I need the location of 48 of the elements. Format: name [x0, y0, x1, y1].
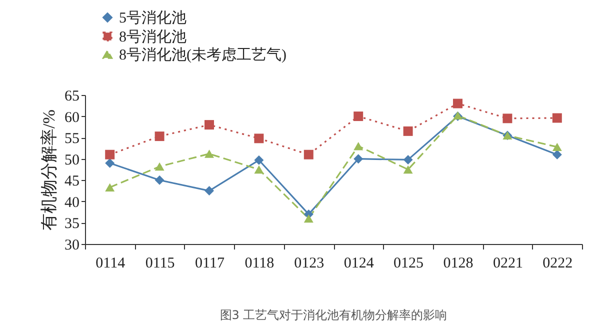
y-axis-title: 有机物分解率/% — [40, 110, 58, 230]
y-tick-label: 30 — [64, 238, 80, 254]
point — [403, 165, 413, 174]
point — [354, 142, 364, 150]
point — [254, 165, 264, 174]
point — [105, 158, 115, 168]
y-tick-label: 65 — [64, 88, 80, 104]
x-tick-label: 0115 — [145, 256, 175, 272]
x-tick-label: 0117 — [195, 256, 225, 272]
x-tick-label: 0128 — [443, 256, 474, 272]
x-tick-label: 0114 — [96, 256, 126, 272]
y-tick-label: 60 — [64, 110, 80, 126]
legend-label: 5号消化池 — [119, 10, 186, 26]
caption: 图3 工艺气对于消化池有机物分解率的影响 — [220, 308, 448, 322]
x-tick-label: 0118 — [244, 256, 274, 272]
x-tick-label: 0123 — [294, 256, 324, 272]
point — [304, 150, 314, 160]
point — [154, 162, 164, 171]
point — [204, 186, 214, 196]
y-tick-label: 50 — [64, 152, 80, 168]
point — [552, 150, 562, 160]
point — [254, 134, 264, 144]
point — [204, 150, 214, 158]
point — [304, 214, 314, 223]
point — [354, 154, 364, 164]
point — [552, 113, 562, 123]
point — [204, 120, 214, 130]
point — [105, 183, 115, 192]
legend-label: 8号消化池 — [119, 28, 186, 46]
point — [354, 112, 364, 122]
point — [154, 132, 164, 142]
x-tick-label: 0222 — [542, 256, 573, 272]
legend-label: 8号消化池(未考虑工艺气) — [119, 46, 286, 64]
point — [254, 155, 264, 165]
point — [403, 154, 413, 164]
y-tick-label: 40 — [64, 194, 80, 211]
point — [552, 142, 562, 152]
y-tick-label: 55 — [64, 131, 80, 148]
y-tick-label: 45 — [64, 174, 80, 190]
point — [453, 98, 462, 108]
point — [403, 126, 413, 136]
y-tick-label: 35 — [64, 216, 80, 232]
x-tick-label: 0124 — [344, 256, 374, 272]
x-tick-label: 0125 — [394, 256, 424, 272]
point — [502, 114, 512, 124]
x-tick-label: 0221 — [492, 256, 523, 272]
point — [154, 175, 164, 185]
point — [105, 150, 115, 160]
